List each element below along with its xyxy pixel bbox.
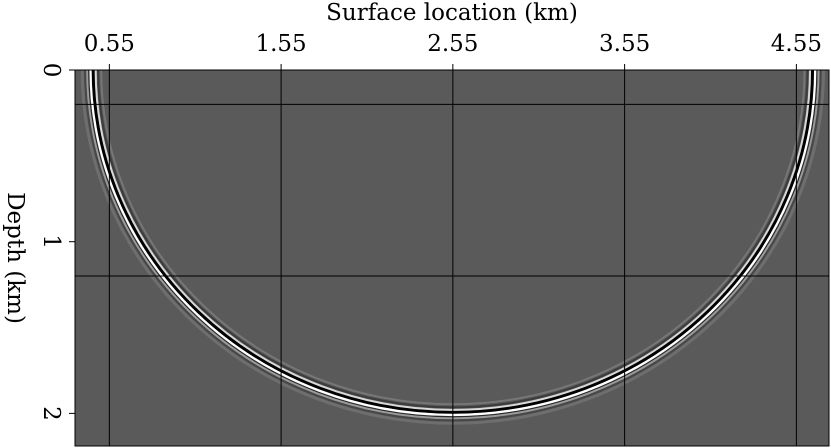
x-axis-title: Surface location (km): [326, 0, 578, 26]
x-tick-label: 3.55: [599, 31, 650, 57]
y-tick-label: 2: [38, 406, 64, 421]
x-tick-label: 1.55: [255, 31, 306, 57]
y-tick-label: 0: [38, 63, 64, 78]
plot-area: [74, 69, 830, 447]
y-axis-title: Depth (km): [2, 192, 28, 324]
x-tick-label: 2.55: [427, 31, 478, 57]
plot-frame: [74, 69, 830, 447]
x-tick-label: 4.55: [771, 31, 822, 57]
y-tick-label: 1: [38, 234, 64, 249]
x-tick-label: 0.55: [84, 31, 135, 57]
